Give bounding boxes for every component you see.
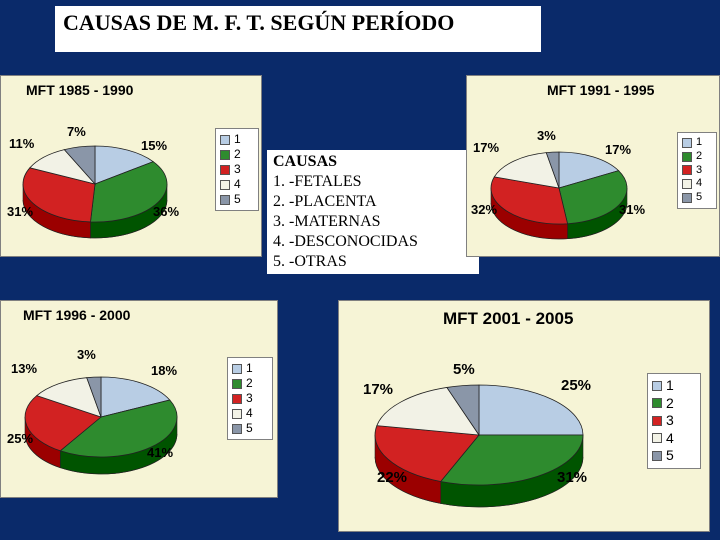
- legend-item-5: 5: [232, 421, 268, 436]
- chart-panel-p96_00: MFT 1996 - 200018%41%25%13%3%12345: [0, 300, 278, 498]
- legend-item-3: 3: [652, 412, 696, 430]
- pct-label-2: 31%: [557, 469, 587, 486]
- pct-label-1: 25%: [561, 377, 591, 394]
- causes-item-2: 2. -PLACENTA: [273, 192, 473, 212]
- chart-panel-p91_95: MFT 1991 - 199517%31%32%17%3%12345: [466, 75, 720, 257]
- legend-item-4: 4: [682, 177, 712, 191]
- pct-label-2: 36%: [153, 204, 179, 219]
- legend-swatch-1: [220, 135, 230, 145]
- causes-item-5: 5. -OTRAS: [273, 252, 473, 272]
- legend-label: 3: [696, 164, 702, 178]
- causes-legend-box: CAUSAS1. -FETALES2. -PLACENTA3. -MATERNA…: [267, 150, 479, 274]
- legend-item-2: 2: [652, 395, 696, 413]
- legend-label: 1: [234, 132, 241, 147]
- causes-item-1: 1. -FETALES: [273, 172, 473, 192]
- legend-swatch-3: [652, 416, 662, 426]
- legend-box: 12345: [647, 373, 701, 469]
- pct-label-1: 18%: [151, 363, 177, 378]
- causes-item-3: 3. -MATERNAS: [273, 212, 473, 232]
- legend-box: 12345: [677, 132, 717, 209]
- legend-item-3: 3: [232, 391, 268, 406]
- legend-swatch-4: [220, 180, 230, 190]
- legend-swatch-2: [652, 398, 662, 408]
- legend-label: 3: [246, 391, 253, 406]
- pct-label-5: 7%: [67, 124, 86, 139]
- legend-swatch-5: [232, 424, 242, 434]
- pct-label-5: 3%: [537, 128, 556, 143]
- legend-swatch-2: [232, 379, 242, 389]
- legend-swatch-1: [652, 381, 662, 391]
- legend-label: 2: [666, 395, 674, 413]
- legend-swatch-5: [682, 193, 692, 203]
- legend-label: 5: [234, 192, 241, 207]
- legend-swatch-3: [682, 165, 692, 175]
- legend-box: 12345: [227, 357, 273, 440]
- pct-label-4: 11%: [9, 136, 34, 151]
- legend-swatch-3: [220, 165, 230, 175]
- pct-label-2: 31%: [619, 202, 645, 217]
- legend-item-5: 5: [682, 191, 712, 205]
- pct-label-2: 41%: [147, 445, 173, 460]
- legend-label: 4: [666, 430, 674, 448]
- legend-item-4: 4: [652, 430, 696, 448]
- legend-item-3: 3: [220, 162, 254, 177]
- legend-swatch-4: [682, 179, 692, 189]
- pct-label-4: 17%: [473, 140, 499, 155]
- legend-label: 2: [234, 147, 241, 162]
- chart-panel-p01_05: MFT 2001 - 200525%31%22%17%5%12345: [338, 300, 710, 532]
- legend-label: 4: [234, 177, 241, 192]
- pct-label-5: 3%: [77, 347, 96, 362]
- legend-swatch-1: [232, 364, 242, 374]
- legend-swatch-4: [652, 433, 662, 443]
- legend-item-2: 2: [232, 376, 268, 391]
- legend-swatch-5: [220, 195, 230, 205]
- legend-swatch-1: [682, 138, 692, 148]
- legend-item-2: 2: [220, 147, 254, 162]
- legend-label: 1: [246, 361, 253, 376]
- legend-swatch-2: [220, 150, 230, 160]
- slide: CAUSAS DE M. F. T. SEGÚN PERÍODO CAUSAS1.…: [0, 0, 720, 540]
- legend-label: 2: [246, 376, 253, 391]
- causes-title: CAUSAS: [273, 152, 473, 172]
- legend-label: 5: [666, 447, 674, 465]
- legend-label: 3: [234, 162, 241, 177]
- legend-label: 4: [246, 406, 253, 421]
- legend-swatch-4: [232, 409, 242, 419]
- pct-label-3: 31%: [7, 204, 33, 219]
- legend-swatch-3: [232, 394, 242, 404]
- legend-item-1: 1: [220, 132, 254, 147]
- legend-item-4: 4: [220, 177, 254, 192]
- pct-label-3: 25%: [7, 431, 33, 446]
- legend-item-5: 5: [652, 447, 696, 465]
- legend-item-3: 3: [682, 164, 712, 178]
- causes-item-4: 4. -DESCONOCIDAS: [273, 232, 473, 252]
- legend-item-1: 1: [652, 377, 696, 395]
- legend-item-2: 2: [682, 150, 712, 164]
- legend-label: 5: [246, 421, 253, 436]
- legend-item-5: 5: [220, 192, 254, 207]
- legend-label: 3: [666, 412, 674, 430]
- legend-label: 1: [696, 136, 702, 150]
- legend-swatch-5: [652, 451, 662, 461]
- pct-label-3: 32%: [471, 202, 497, 217]
- pct-label-4: 13%: [11, 361, 37, 376]
- legend-item-1: 1: [682, 136, 712, 150]
- legend-label: 1: [666, 377, 674, 395]
- pct-label-5: 5%: [453, 361, 475, 378]
- legend-box: 12345: [215, 128, 259, 211]
- legend-item-1: 1: [232, 361, 268, 376]
- pct-label-1: 17%: [605, 142, 631, 157]
- slide-title: CAUSAS DE M. F. T. SEGÚN PERÍODO: [55, 6, 541, 52]
- legend-label: 2: [696, 150, 702, 164]
- pct-label-3: 22%: [377, 469, 407, 486]
- chart-panel-p85_90: MFT 1985 - 199015%36%31%11%7%12345: [0, 75, 262, 257]
- legend-label: 5: [696, 191, 702, 205]
- legend-label: 4: [696, 177, 702, 191]
- legend-swatch-2: [682, 152, 692, 162]
- pct-label-1: 15%: [141, 138, 167, 153]
- legend-item-4: 4: [232, 406, 268, 421]
- pct-label-4: 17%: [363, 381, 393, 398]
